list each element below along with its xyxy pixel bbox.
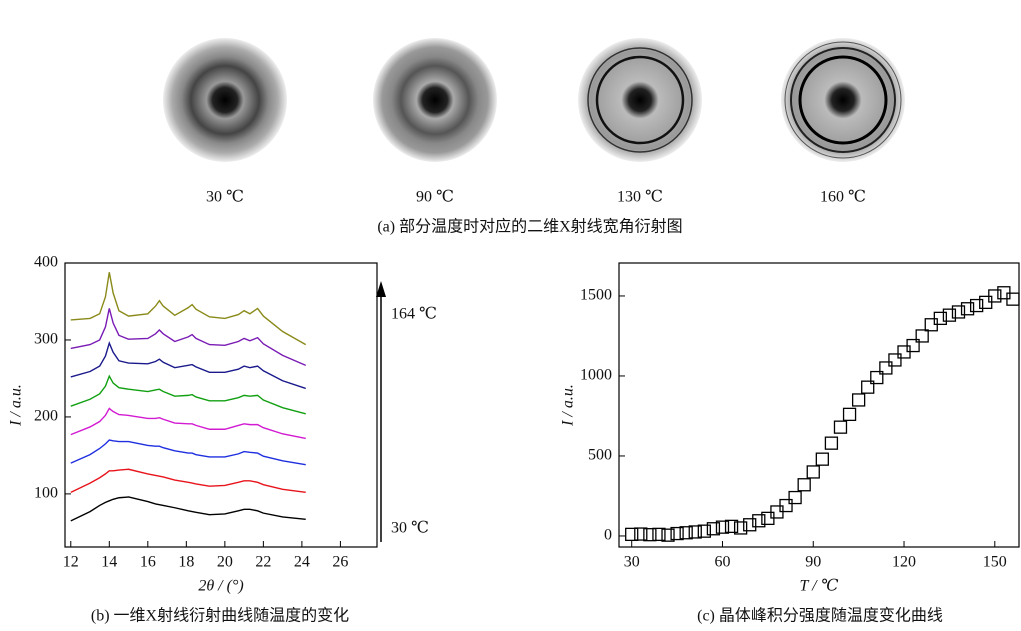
point [833, 420, 848, 434]
pattern [163, 38, 287, 162]
diffraction-images [163, 38, 905, 162]
y-tick-label: 1000 [580, 367, 612, 384]
point [715, 520, 730, 534]
y-tick-label: 500 [588, 447, 612, 464]
point [743, 518, 757, 532]
caption: (c) 晶体峰积分强度随温度变化曲线 [697, 607, 943, 625]
point [652, 527, 666, 542]
x-axis-title: 2θ / (°) [198, 578, 243, 595]
point [688, 525, 702, 539]
point [733, 521, 748, 535]
x-tick-label: 26 [332, 554, 348, 571]
point [679, 526, 693, 540]
point [906, 338, 920, 353]
plot-frame [618, 262, 1020, 548]
point [661, 528, 675, 542]
y-tick-label: 400 [34, 254, 58, 271]
ring [587, 47, 693, 153]
point [915, 329, 929, 343]
point [842, 407, 857, 422]
y-tick-label: 100 [34, 485, 58, 502]
point [851, 393, 866, 407]
x-tick-label: 12 [63, 554, 79, 571]
caption: (b) 一维X射线衍射曲线随温度的变化 [91, 607, 349, 625]
y-tick-label: 1500 [580, 287, 612, 304]
image-label: 90 ℃ [416, 189, 454, 206]
data-line [70, 374, 306, 415]
point [879, 361, 893, 375]
annotation: 164 ℃ [391, 306, 437, 323]
point [861, 380, 875, 394]
data-line [70, 468, 306, 494]
x-tick-label: 60 [714, 554, 730, 571]
ring [595, 55, 685, 145]
data-line [70, 272, 307, 346]
point [670, 526, 684, 541]
point [643, 528, 657, 542]
point [969, 298, 984, 313]
x-tick-label: 150 [983, 554, 1007, 571]
point [706, 522, 721, 536]
point [806, 465, 820, 479]
point [1006, 292, 1020, 306]
point [697, 524, 711, 538]
point [797, 478, 811, 492]
y-tick-label: 300 [34, 331, 58, 348]
x-tick-label: 18 [178, 554, 194, 571]
image-label: 160 ℃ [820, 189, 866, 206]
image-label: 30 ℃ [206, 189, 244, 206]
x-tick-label: 14 [101, 554, 117, 571]
x-tick-label: 90 [805, 554, 821, 571]
x-tick-label: 24 [294, 554, 310, 571]
data-line [70, 340, 306, 390]
data-line [70, 496, 306, 522]
x-tick-label: 120 [892, 554, 916, 571]
point [815, 452, 829, 466]
ring [790, 47, 896, 153]
point [888, 353, 902, 367]
point [634, 527, 648, 541]
annotation: 30 ℃ [391, 520, 429, 537]
x-tick-label: 30 [624, 554, 640, 571]
point [625, 527, 639, 542]
x-tick-label: 20 [217, 554, 233, 571]
point [752, 514, 766, 528]
ring [798, 55, 888, 145]
point [951, 305, 966, 319]
x-tick-label: 16 [140, 554, 156, 571]
image-label: 130 ℃ [617, 189, 663, 206]
y-tick-label: 0 [604, 527, 612, 544]
pattern [373, 38, 497, 162]
data-line [70, 407, 306, 440]
x-axis-title: T / ℃ [800, 578, 839, 595]
ring [784, 41, 902, 159]
point [933, 311, 947, 326]
point [824, 436, 839, 450]
arrow-head [376, 281, 386, 297]
point [779, 498, 793, 513]
point [942, 308, 957, 322]
data-line [70, 308, 307, 367]
point [960, 302, 975, 316]
y-axis-title: I / a.u. [8, 384, 25, 427]
point [788, 490, 802, 505]
y-tick-label: 200 [34, 408, 58, 425]
point [724, 519, 739, 534]
point [988, 289, 1002, 303]
caption: (a) 部分温度时对应的二维X射线宽角衍射图 [377, 217, 682, 236]
x-tick-label: 22 [255, 554, 271, 571]
plot-frame [64, 262, 378, 548]
point [870, 370, 884, 385]
data-line [70, 439, 306, 466]
y-axis-title: I / a.u. [560, 384, 577, 427]
